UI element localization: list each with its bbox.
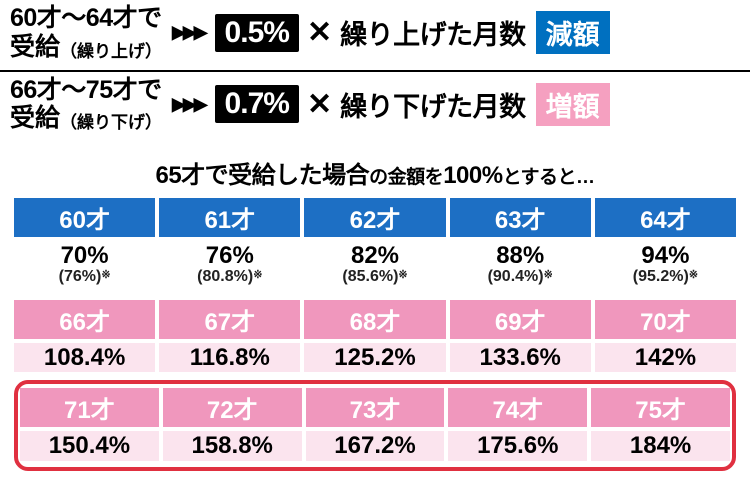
blue-header-row: 60才 61才 62才 63才 64才 <box>14 198 736 237</box>
value-cell: 167.2% <box>306 431 445 460</box>
value-cell: 133.6% <box>450 343 591 372</box>
value-cell: 116.8% <box>159 343 300 372</box>
age-header: 74才 <box>448 388 587 427</box>
table-caption: 65才で受給した場合の金額を100%とすると… <box>0 155 750 190</box>
value-cell: 108.4% <box>14 343 155 372</box>
age-header: 71才 <box>20 388 159 427</box>
age-header: 64才 <box>595 198 736 237</box>
age-header: 66才 <box>14 300 155 339</box>
age-header: 67才 <box>159 300 300 339</box>
value-cell: 88%(90.4%)※ <box>450 241 591 286</box>
value-cell: 82%(85.6%)※ <box>304 241 445 286</box>
age-header: 69才 <box>450 300 591 339</box>
tag-decrease: 減額 <box>536 11 610 54</box>
rule-late-pct: 0.7% <box>215 85 299 123</box>
rule-late-text: 繰り下げた月数 <box>340 85 526 124</box>
rule-late-left: 66才～75才で 受給 （繰り下げ） <box>10 76 162 134</box>
age-header: 61才 <box>159 198 300 237</box>
arrow-icon: ▶▶▶ <box>172 94 205 115</box>
multiply-icon: ✕ <box>307 87 332 122</box>
value-cell: 175.6% <box>448 431 587 460</box>
rule-early-sub: 受給 （繰り上げ） <box>10 33 162 62</box>
value-cell: 70%(76%)※ <box>14 241 155 286</box>
multiply-icon: ✕ <box>307 15 332 50</box>
rule-late: 66才～75才で 受給 （繰り下げ） ▶▶▶ 0.7% ✕ 繰り下げた月数 増額 <box>0 72 750 142</box>
value-cell: 94%(95.2%)※ <box>595 241 736 286</box>
age-header: 60才 <box>14 198 155 237</box>
rule-late-sub: 受給 （繰り下げ） <box>10 104 162 133</box>
value-cell: 142% <box>595 343 736 372</box>
value-cell: 125.2% <box>304 343 445 372</box>
rule-early-left: 60才～64才で 受給 （繰り上げ） <box>10 4 162 62</box>
age-header: 73才 <box>306 388 445 427</box>
tables-area: 60才 61才 62才 63才 64才 70%(76%)※ 76%(80.8%)… <box>0 198 750 471</box>
blue-value-row: 70%(76%)※ 76%(80.8%)※ 82%(85.6%)※ 88%(90… <box>14 241 736 286</box>
pink2-value-row: 150.4% 158.8% 167.2% 175.6% 184% <box>20 431 730 460</box>
age-header: 68才 <box>304 300 445 339</box>
rule-early-pct: 0.5% <box>215 14 299 52</box>
age-header: 70才 <box>595 300 736 339</box>
age-header: 72才 <box>163 388 302 427</box>
highlighted-group: 71才 72才 73才 74才 75才 150.4% 158.8% 167.2%… <box>14 380 736 470</box>
pink1-value-row: 108.4% 116.8% 125.2% 133.6% 142% <box>14 343 736 372</box>
age-header: 63才 <box>450 198 591 237</box>
value-cell: 184% <box>591 431 730 460</box>
rule-early: 60才～64才で 受給 （繰り上げ） ▶▶▶ 0.5% ✕ 繰り上げた月数 減額 <box>0 0 750 72</box>
arrow-icon: ▶▶▶ <box>172 22 205 43</box>
age-header: 75才 <box>591 388 730 427</box>
value-cell: 76%(80.8%)※ <box>159 241 300 286</box>
rule-early-age: 60才～64才で <box>10 4 162 33</box>
rule-early-text: 繰り上げた月数 <box>340 13 526 52</box>
rule-late-age: 66才～75才で <box>10 76 162 105</box>
tag-increase: 増額 <box>536 83 610 126</box>
pink1-header-row: 66才 67才 68才 69才 70才 <box>14 300 736 339</box>
pink2-header-row: 71才 72才 73才 74才 75才 <box>20 388 730 427</box>
value-cell: 150.4% <box>20 431 159 460</box>
value-cell: 158.8% <box>163 431 302 460</box>
age-header: 62才 <box>304 198 445 237</box>
